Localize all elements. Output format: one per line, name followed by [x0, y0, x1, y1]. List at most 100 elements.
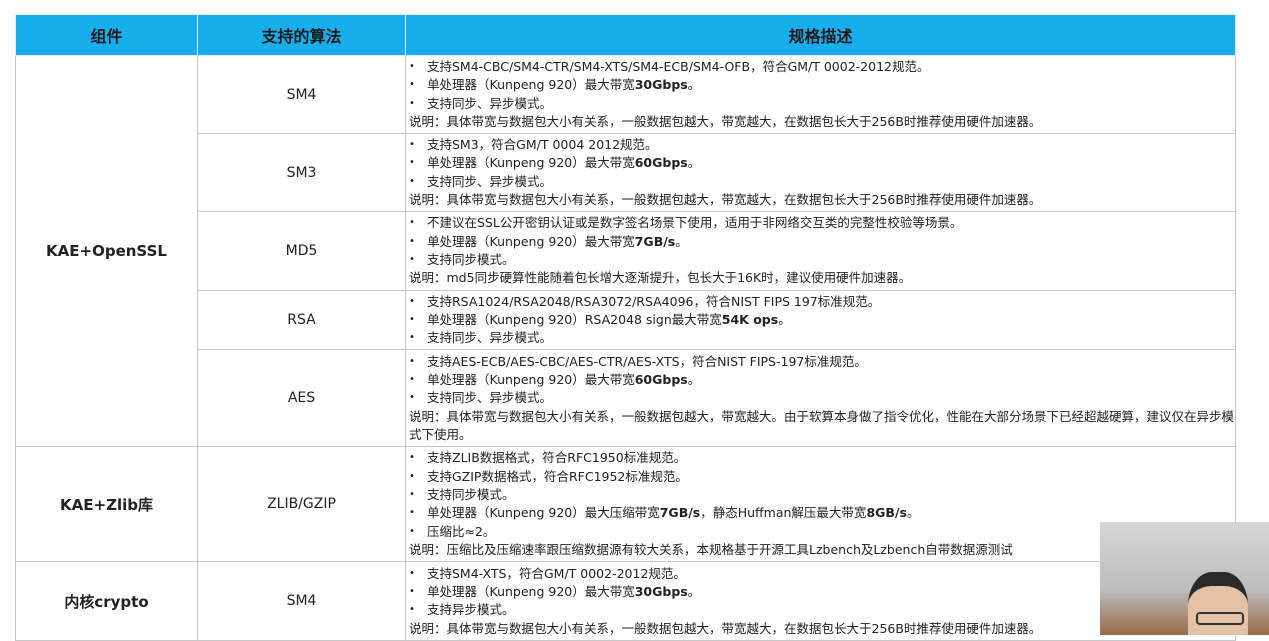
- header-algorithm: 支持的算法: [197, 14, 406, 56]
- spec-note: 说明：具体带宽与数据包大小有关系，一般数据包越大，带宽越大，在数据包长大于256…: [409, 620, 1235, 638]
- spec-text: 单处理器（Kunpeng 920）最大带宽: [427, 372, 635, 387]
- spec-text: 。: [675, 233, 688, 249]
- spec-value: 60Gbps: [634, 155, 688, 171]
- spec-value: 7GB/s: [659, 505, 701, 521]
- spec-value: 8GB/s: [866, 505, 907, 521]
- spec-text: ，静态Huffman解压最大带宽: [700, 505, 867, 521]
- spec-text: 支持同步、异步模式。: [427, 330, 553, 346]
- description-cell: 支持SM3，符合GM/T 0004 2012规范。单处理器（Kunpeng 92…: [405, 133, 1236, 213]
- spec-note: 说明：压缩比及压缩速率跟压缩数据源有较大关系，本规格基于开源工具Lzbench及…: [409, 541, 1235, 559]
- algorithm-cell: SM4: [197, 561, 406, 641]
- description-cell: 支持ZLIB数据格式，符合RFC1950标准规范。支持GZIP数据格式，符合RF…: [405, 446, 1236, 563]
- spec-bullet: 支持SM4-XTS，符合GM/T 0002-2012规范。: [409, 565, 1235, 584]
- algorithm-cell: SM3: [197, 133, 406, 213]
- spec-bullet: 压缩比≈2。: [409, 523, 1235, 542]
- header-row: 组件 支持的算法 规格描述: [15, 14, 1236, 56]
- glasses-icon: [1196, 612, 1244, 625]
- spec-value: 7GB/s: [634, 233, 676, 249]
- spec-bullet: 单处理器（Kunpeng 920）最大带宽30Gbps。: [409, 583, 1235, 602]
- spec-text: 。: [687, 583, 701, 599]
- spec-text: 支持RSA1024/RSA2048/RSA3072/RSA4096，符合NIST…: [427, 293, 881, 309]
- spec-bullet: 支持ZLIB数据格式，符合RFC1950标准规范。: [409, 449, 1235, 468]
- table-row: KAE+Zlib库ZLIB/GZIP支持ZLIB数据格式，符合RFC1950标准…: [15, 446, 1236, 563]
- description-cell: 支持SM4-XTS，符合GM/T 0002-2012规范。单处理器（Kunpen…: [405, 561, 1236, 641]
- spec-note: 说明：具体带宽与数据包大小有关系，一般数据包越大，带宽越大。由于软算本身做了指令…: [409, 408, 1235, 445]
- spec-value: 30Gbps: [634, 583, 688, 599]
- presenter-face: [1188, 572, 1248, 635]
- spec-text: 。: [906, 505, 920, 521]
- spec-bullet: 支持同步模式。: [409, 486, 1235, 505]
- spec-bullet: 支持AES-ECB/AES-CBC/AES-CTR/AES-XTS，符合NIST…: [409, 353, 1235, 372]
- spec-text: 支持同步模式。: [427, 251, 515, 267]
- component-cell: 内核crypto: [15, 561, 198, 641]
- spec-text: 支持SM4-CBC/SM4-CTR/SM4-XTS/SM4-ECB/SM4-OF…: [427, 59, 930, 74]
- component-cell: KAE+Zlib库: [15, 446, 198, 563]
- spec-text: 支持异步模式。: [427, 602, 515, 618]
- spec-text: 不建议在SSL公开密钥认证或是数字签名场景下使用，适用于非网络交互类的完整性校验…: [427, 215, 963, 231]
- header-component: 组件: [15, 14, 198, 56]
- spec-table: 组件 支持的算法 规格描述 KAE+OpenSSLSM4支持SM4-CBC/SM…: [15, 14, 1236, 641]
- spec-text: 支持同步、异步模式。: [427, 95, 553, 111]
- spec-bullet: 不建议在SSL公开密钥认证或是数字签名场景下使用，适用于非网络交互类的完整性校验…: [409, 214, 1235, 233]
- algorithm-cell: RSA: [197, 289, 406, 351]
- description-cell: 支持RSA1024/RSA2048/RSA3072/RSA4096，符合NIST…: [405, 289, 1236, 351]
- spec-text: 压缩比≈2。: [427, 523, 496, 539]
- spec-text: 说明：具体带宽与数据包大小有关系，一般数据包越大，带宽越大。由于软算本身做了指令…: [409, 408, 1235, 442]
- spec-text: 支持AES-ECB/AES-CBC/AES-CTR/AES-XTS，符合NIST…: [427, 353, 867, 369]
- spec-bullet: 支持同步、异步模式。: [409, 389, 1235, 408]
- spec-text: 单处理器（Kunpeng 920）最大压缩带宽: [427, 505, 660, 521]
- spec-text: 。: [687, 372, 701, 387]
- spec-text: 单处理器（Kunpeng 920）最大带宽: [427, 233, 635, 249]
- table-row: MD5 不建议在SSL公开密钥认证或是数字签名场景下使用，适用于非网络交互类的完整…: [16, 211, 1236, 291]
- spec-text: 。: [687, 77, 701, 93]
- header-description: 规格描述: [405, 14, 1236, 56]
- spec-text: 支持同步模式。: [427, 487, 515, 503]
- algorithm-cell: SM4: [197, 54, 406, 135]
- spec-value: 60Gbps: [634, 372, 688, 387]
- algorithm-cell: ZLIB/GZIP: [197, 446, 406, 563]
- spec-text: 单处理器（Kunpeng 920）RSA2048 sign最大带宽: [427, 311, 722, 327]
- spec-note: 说明：具体带宽与数据包大小有关系，一般数据包越大，带宽越大，在数据包长大于256…: [409, 113, 1235, 131]
- spec-bullet: 单处理器（Kunpeng 920）最大带宽60Gbps。: [409, 371, 1235, 390]
- component-cell: KAE+OpenSSL: [15, 54, 198, 448]
- spec-text: 支持GZIP数据格式，符合RFC1952标准规范。: [427, 468, 688, 484]
- spec-bullet: 支持同步模式。: [409, 251, 1235, 270]
- spec-bullet: 单处理器（Kunpeng 920）最大带宽60Gbps。: [409, 154, 1235, 173]
- spec-text: 支持同步、异步模式。: [427, 173, 553, 189]
- spec-value: 30Gbps: [634, 77, 688, 93]
- spec-bullet: 支持同步、异步模式。: [409, 95, 1235, 114]
- spec-text: 支持ZLIB数据格式，符合RFC1950标准规范。: [427, 450, 687, 466]
- table-row: AES 支持AES-ECB/AES-CBC/AES-CTR/AES-XTS，符合N…: [16, 349, 1236, 448]
- spec-text: 支持SM4-XTS，符合GM/T 0002-2012规范。: [427, 565, 686, 581]
- spec-bullet: 单处理器（Kunpeng 920）最大带宽30Gbps。: [409, 76, 1235, 95]
- spec-text: 支持SM3，符合GM/T 0004 2012规范。: [427, 137, 658, 153]
- spec-bullet: 支持RSA1024/RSA2048/RSA3072/RSA4096，符合NIST…: [409, 293, 1235, 312]
- spec-bullet: 支持同步、异步模式。: [409, 173, 1235, 192]
- spec-value: 54K ops: [721, 311, 779, 327]
- table-row: SM3支持SM3，符合GM/T 0004 2012规范。单处理器（Kunpeng…: [16, 133, 1236, 213]
- spec-text: 。: [778, 311, 791, 327]
- spec-bullet: 支持异步模式。: [409, 601, 1235, 620]
- spec-text: 说明：压缩比及压缩速率跟压缩数据源有较大关系，本规格基于开源工具Lzbench及…: [409, 541, 1013, 557]
- spec-text: 单处理器（Kunpeng 920）最大带宽: [427, 155, 635, 171]
- spec-text: 说明：md5同步硬算性能随着包长增大逐渐提升，包长大于16K时，建议使用硬件加速…: [409, 270, 912, 286]
- table-row: 内核cryptoSM4支持SM4-XTS，符合GM/T 0002-2012规范。…: [15, 561, 1236, 641]
- description-cell: 不建议在SSL公开密钥认证或是数字签名场景下使用，适用于非网络交互类的完整性校验…: [405, 211, 1236, 291]
- spec-bullet: 支持SM3，符合GM/T 0004 2012规范。: [409, 136, 1235, 155]
- description-cell: 支持AES-ECB/AES-CBC/AES-CTR/AES-XTS，符合NIST…: [405, 349, 1236, 448]
- spec-text: 说明：具体带宽与数据包大小有关系，一般数据包越大，带宽越大，在数据包长大于256…: [409, 620, 1042, 636]
- webcam-overlay: [1100, 522, 1269, 635]
- description-cell: 支持SM4-CBC/SM4-CTR/SM4-XTS/SM4-ECB/SM4-OF…: [405, 54, 1236, 135]
- spec-text: 单处理器（Kunpeng 920）最大带宽: [427, 583, 635, 599]
- algorithm-cell: AES: [197, 349, 406, 448]
- spec-text: 支持同步、异步模式。: [427, 390, 553, 406]
- spec-text: 说明：具体带宽与数据包大小有关系，一般数据包越大，带宽越大，在数据包长大于256…: [409, 113, 1042, 129]
- spec-text: 说明：具体带宽与数据包大小有关系，一般数据包越大，带宽越大，在数据包长大于256…: [409, 192, 1042, 208]
- spec-bullet: 单处理器（Kunpeng 920）最大压缩带宽7GB/s，静态Huffman解压…: [409, 504, 1235, 523]
- spec-bullet: 单处理器（Kunpeng 920）RSA2048 sign最大带宽54K ops…: [409, 311, 1235, 330]
- spec-note: 说明：具体带宽与数据包大小有关系，一般数据包越大，带宽越大，在数据包长大于256…: [409, 191, 1235, 209]
- spec-bullet: 支持GZIP数据格式，符合RFC1952标准规范。: [409, 468, 1235, 487]
- spec-bullet: 支持SM4-CBC/SM4-CTR/SM4-XTS/SM4-ECB/SM4-OF…: [409, 58, 1235, 77]
- spec-note: 说明：md5同步硬算性能随着包长增大逐渐提升，包长大于16K时，建议使用硬件加速…: [409, 269, 1235, 287]
